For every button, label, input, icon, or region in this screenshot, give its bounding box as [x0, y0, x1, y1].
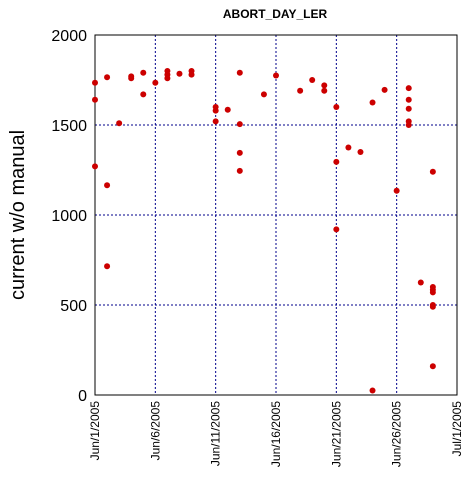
x-tick-label: Jun/11/2005 — [209, 401, 223, 466]
data-point — [381, 86, 388, 93]
data-point — [236, 149, 243, 156]
grid — [95, 35, 457, 395]
y-tick-label: 500 — [60, 298, 87, 315]
data-point — [321, 82, 328, 89]
x-tick-label: Jul/1/2005 — [450, 401, 464, 457]
data-point — [188, 71, 195, 78]
data-point — [260, 91, 267, 98]
data-point — [333, 104, 340, 110]
data-point — [429, 289, 436, 296]
data-point — [405, 85, 412, 92]
x-tick-label: Jun/26/2005 — [390, 401, 404, 467]
x-tick-label: Jun/6/2005 — [148, 401, 162, 461]
data-point — [104, 263, 111, 270]
data-point — [224, 106, 231, 113]
data-point — [429, 168, 436, 175]
data-point — [236, 69, 243, 76]
y-tick-label: 1500 — [51, 118, 87, 135]
data-point — [333, 226, 340, 233]
data-point — [393, 187, 400, 194]
data-point — [345, 144, 352, 151]
data-point — [140, 91, 147, 98]
x-tick-label: Jun/1/2005 — [88, 401, 102, 461]
y-axis-label: current w/o manual — [7, 130, 29, 300]
y-ticks: 0 500 1000 1500 2000 — [51, 28, 87, 405]
y-tick-label: 0 — [78, 388, 87, 405]
data-point — [92, 79, 98, 86]
data-point — [297, 87, 304, 94]
data-point — [92, 163, 98, 170]
data-point — [369, 387, 376, 394]
data-point — [429, 303, 436, 310]
data-point — [116, 120, 123, 127]
data-point — [429, 363, 436, 370]
data-point — [104, 74, 111, 81]
data-point — [405, 96, 412, 103]
chart-title: ABORT_DAY_LER — [223, 7, 328, 21]
plot-frame — [94, 34, 458, 396]
data-point — [212, 118, 219, 125]
data-point — [128, 73, 135, 80]
data-point — [417, 279, 424, 286]
y-tick-label: 2000 — [51, 28, 87, 45]
x-ticks: Jun/1/2005 Jun/6/2005 Jun/11/2005 Jun/16/20… — [88, 401, 464, 467]
data-point — [92, 96, 98, 103]
x-tick-label: Jun/16/2005 — [269, 401, 283, 467]
y-tick-label: 1000 — [51, 208, 87, 225]
data-point — [405, 105, 412, 112]
data-point — [176, 70, 183, 77]
data-points — [92, 68, 436, 394]
data-point — [104, 182, 111, 189]
data-point — [152, 79, 159, 86]
data-point — [164, 75, 171, 82]
data-point — [357, 149, 364, 155]
x-tick-label: Jun/21/2005 — [329, 401, 343, 467]
data-point — [333, 158, 340, 165]
data-point — [140, 69, 147, 76]
data-point — [369, 99, 376, 106]
data-point — [309, 77, 316, 83]
data-point — [212, 107, 219, 114]
data-point — [236, 121, 243, 128]
data-point — [236, 167, 243, 174]
data-point — [273, 72, 279, 79]
data-point — [405, 122, 412, 128]
data-point — [321, 87, 328, 94]
